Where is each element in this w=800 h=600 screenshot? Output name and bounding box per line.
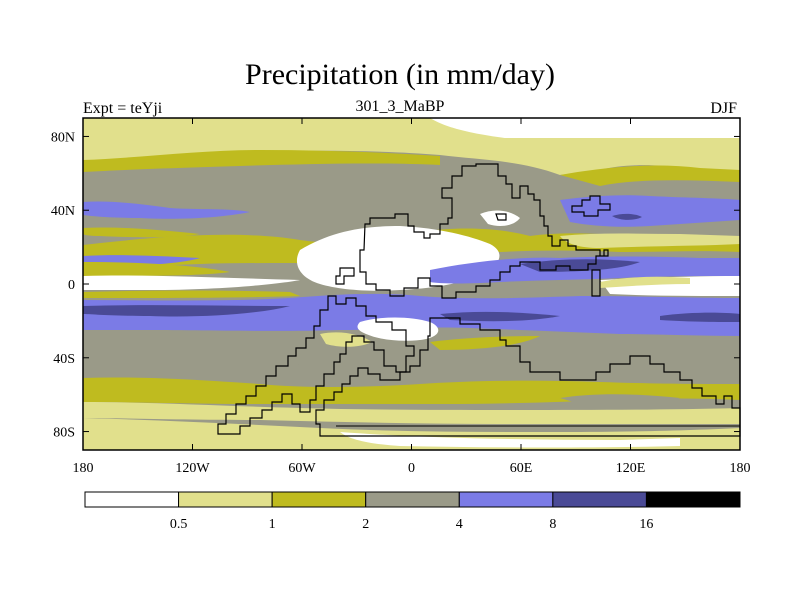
lat-tick-label: 40S (53, 352, 75, 367)
colorbar-swatch (552, 491, 647, 508)
lon-tick-label: 0 (408, 461, 415, 476)
lon-tick-label: 180 (730, 461, 751, 476)
colorbar-swatch (84, 491, 180, 508)
axis-ticks (82, 118, 741, 450)
lon-tick-label: 60E (510, 461, 533, 476)
colorbar-swatch (645, 491, 741, 508)
run-label: 301_3_MaBP (355, 98, 445, 115)
lat-tick-label: 80S (53, 426, 75, 441)
colorbar-label: 16 (639, 517, 653, 532)
colorbar-swatch (271, 491, 367, 508)
colorbar-swatch (458, 491, 554, 508)
lon-tick-label: 180 (73, 461, 94, 476)
precipitation-field (83, 118, 740, 450)
coastlines (217, 163, 741, 437)
lat-tick-label: 0 (68, 278, 75, 293)
colorbar-label: 1 (269, 517, 276, 532)
colorbar: 0.5 1 2 4 8 16 (84, 491, 741, 532)
colorbar-label: 4 (456, 517, 463, 532)
colorbar-label: 0.5 (170, 517, 188, 532)
colorbar-swatch (365, 491, 460, 508)
lat-tick-label: 40N (51, 204, 75, 219)
lat-tick-label: 80N (51, 130, 75, 145)
experiment-label: Expt = teYji (83, 100, 163, 117)
colorbar-label: 8 (549, 517, 556, 532)
lon-tick-label: 120E (616, 461, 646, 476)
map-title: Precipitation (in mm/day) (245, 58, 555, 91)
season-label: DJF (710, 100, 737, 117)
colorbar-swatch (178, 491, 273, 508)
lon-tick-label: 120W (175, 461, 210, 476)
lon-tick-label: 60W (288, 461, 316, 476)
colorbar-label: 2 (362, 517, 369, 532)
